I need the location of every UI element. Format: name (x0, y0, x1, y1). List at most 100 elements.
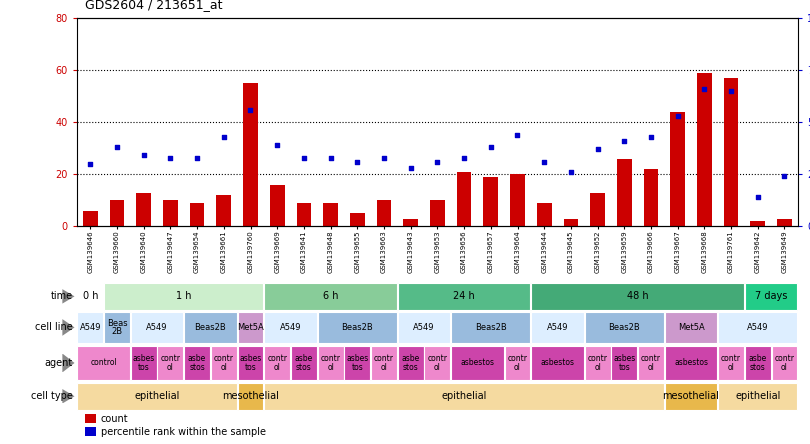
Point (538, 158, 551, 165)
FancyBboxPatch shape (745, 345, 771, 381)
FancyBboxPatch shape (211, 345, 237, 381)
Bar (85, 427, 96, 436)
Point (591, 146, 604, 153)
Text: asbes
tos: asbes tos (133, 354, 155, 372)
Bar (270, 185, 284, 226)
Point (645, 133, 658, 140)
FancyBboxPatch shape (585, 345, 611, 381)
Text: agent: agent (45, 358, 73, 368)
Bar (510, 174, 525, 226)
Text: contr
ol: contr ol (267, 354, 288, 372)
Polygon shape (62, 289, 75, 304)
FancyBboxPatch shape (772, 345, 798, 381)
Point (698, 85, 711, 92)
Text: asbe
stos: asbe stos (295, 354, 313, 372)
FancyBboxPatch shape (398, 283, 531, 309)
Bar (484, 177, 498, 226)
Point (565, 169, 578, 176)
FancyBboxPatch shape (77, 383, 237, 409)
Point (351, 158, 364, 165)
Bar (644, 169, 659, 226)
Point (511, 131, 524, 138)
Text: Beas2B: Beas2B (475, 323, 507, 332)
FancyBboxPatch shape (718, 312, 798, 343)
Text: A549: A549 (413, 323, 435, 332)
Text: contr
ol: contr ol (508, 354, 527, 372)
Bar (323, 203, 338, 226)
Text: contr
ol: contr ol (321, 354, 340, 372)
Bar (243, 83, 258, 226)
Point (404, 164, 417, 171)
Text: contr
ol: contr ol (641, 354, 661, 372)
FancyBboxPatch shape (344, 345, 370, 381)
Point (83, 160, 96, 167)
FancyBboxPatch shape (77, 345, 130, 381)
FancyBboxPatch shape (665, 383, 718, 409)
FancyBboxPatch shape (531, 345, 584, 381)
FancyBboxPatch shape (531, 283, 744, 309)
FancyBboxPatch shape (638, 345, 664, 381)
Text: asbestos: asbestos (540, 358, 574, 368)
FancyBboxPatch shape (264, 383, 664, 409)
Text: Beas2B: Beas2B (608, 323, 640, 332)
FancyBboxPatch shape (424, 345, 450, 381)
Text: Met5A: Met5A (237, 323, 264, 332)
Point (778, 173, 791, 180)
Text: epithelial: epithelial (441, 391, 487, 401)
Polygon shape (62, 389, 75, 404)
Text: A549: A549 (279, 323, 301, 332)
FancyBboxPatch shape (531, 312, 584, 343)
FancyBboxPatch shape (718, 345, 744, 381)
Text: 24 h: 24 h (454, 291, 475, 301)
FancyBboxPatch shape (237, 312, 263, 343)
FancyBboxPatch shape (104, 312, 130, 343)
FancyBboxPatch shape (745, 283, 798, 309)
FancyBboxPatch shape (237, 383, 263, 409)
Text: 1 h: 1 h (176, 291, 191, 301)
Text: contr
ol: contr ol (374, 354, 394, 372)
Text: A549: A549 (747, 323, 769, 332)
FancyBboxPatch shape (585, 312, 664, 343)
Bar (216, 195, 231, 226)
Point (244, 106, 257, 113)
FancyBboxPatch shape (505, 345, 531, 381)
Text: contr
ol: contr ol (428, 354, 447, 372)
FancyBboxPatch shape (451, 312, 531, 343)
FancyBboxPatch shape (130, 345, 156, 381)
Text: count: count (101, 414, 129, 424)
Point (377, 154, 390, 161)
FancyBboxPatch shape (264, 312, 317, 343)
FancyBboxPatch shape (237, 345, 263, 381)
Bar (350, 214, 364, 226)
Text: A549: A549 (147, 323, 168, 332)
Bar (777, 218, 792, 226)
FancyBboxPatch shape (371, 345, 397, 381)
Bar (724, 78, 739, 226)
Text: asbe
stos: asbe stos (188, 354, 207, 372)
Text: Met5A: Met5A (678, 323, 705, 332)
Bar (617, 159, 632, 226)
Text: epithelial: epithelial (735, 391, 781, 401)
Point (271, 142, 284, 149)
Point (297, 154, 310, 161)
Point (324, 154, 337, 161)
Point (458, 154, 471, 161)
Text: Beas
2B: Beas 2B (107, 319, 127, 336)
Bar (564, 218, 578, 226)
Text: A549: A549 (547, 323, 569, 332)
Text: cell type: cell type (31, 391, 73, 401)
Bar (296, 203, 311, 226)
Bar (190, 203, 204, 226)
Bar (377, 200, 391, 226)
FancyBboxPatch shape (318, 345, 343, 381)
Point (190, 154, 203, 161)
Text: asbe
stos: asbe stos (402, 354, 420, 372)
FancyBboxPatch shape (318, 312, 397, 343)
FancyBboxPatch shape (77, 312, 103, 343)
Polygon shape (62, 353, 75, 373)
Text: cell line: cell line (35, 322, 73, 333)
Bar (109, 200, 125, 226)
FancyBboxPatch shape (718, 383, 798, 409)
FancyBboxPatch shape (264, 345, 290, 381)
Bar (671, 112, 685, 226)
